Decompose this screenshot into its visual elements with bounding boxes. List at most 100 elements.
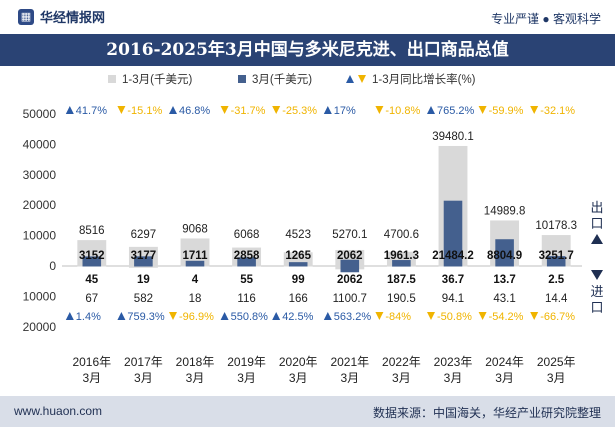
y-tick-label: 40000 bbox=[23, 137, 57, 151]
label-export-cumulative: 10178.3 bbox=[535, 220, 577, 232]
bar-export-month bbox=[185, 260, 205, 266]
footer-source: 数据来源：中国海关，华经产业研究院整理 bbox=[372, 406, 601, 420]
x-tick-label-month: 3月 bbox=[495, 371, 514, 385]
label-export-month: 3251.7 bbox=[539, 250, 574, 262]
label-export-growth: 765.2% bbox=[437, 105, 475, 117]
x-tick-label-year: 2019年 bbox=[227, 355, 266, 369]
growth-down-arrow-icon bbox=[375, 106, 384, 114]
label-import-month: 99 bbox=[292, 274, 305, 286]
bar-import-month bbox=[546, 266, 566, 267]
label-import-growth: -50.8% bbox=[437, 311, 472, 323]
logo-icon: ▦ bbox=[18, 8, 34, 25]
side-label-export-char: 口 bbox=[590, 216, 603, 231]
label-export-cumulative: 6297 bbox=[131, 229, 157, 241]
growth-down-arrow-icon bbox=[427, 312, 435, 320]
legend-swatch-cumulative bbox=[108, 75, 116, 83]
label-import-growth: -96.9% bbox=[179, 311, 214, 323]
label-export-month: 2858 bbox=[234, 250, 260, 262]
bar-import-month bbox=[185, 266, 205, 267]
growth-down-arrow-icon bbox=[169, 312, 177, 320]
legend-label-cumulative: 1-3月(千美元) bbox=[122, 72, 192, 86]
label-export-month: 2062 bbox=[337, 250, 363, 262]
import-down-arrow-icon bbox=[591, 270, 603, 280]
label-import-month: 4 bbox=[192, 274, 199, 286]
label-import-cumulative: 582 bbox=[134, 293, 153, 305]
x-tick-label-month: 3月 bbox=[237, 371, 256, 385]
legend-label-month: 3月(千美元) bbox=[252, 72, 312, 86]
label-import-cumulative: 190.5 bbox=[387, 293, 416, 305]
label-export-month: 1265 bbox=[285, 250, 311, 262]
label-import-month: 13.7 bbox=[493, 274, 515, 286]
label-export-month: 21484.2 bbox=[432, 250, 474, 262]
label-import-growth: 1.4% bbox=[76, 311, 101, 323]
label-export-cumulative: 4523 bbox=[285, 229, 311, 241]
x-tick-label-month: 3月 bbox=[186, 371, 205, 385]
y-tick-label: 0 bbox=[49, 259, 56, 273]
y-tick-label: 50000 bbox=[23, 107, 57, 121]
label-export-growth: -15.1% bbox=[127, 105, 162, 117]
x-tick-label-month: 3月 bbox=[392, 371, 411, 385]
label-import-growth: 42.5% bbox=[282, 311, 313, 323]
growth-down-arrow-icon bbox=[375, 312, 384, 320]
bar-export-month bbox=[495, 239, 514, 266]
growth-down-arrow-icon bbox=[530, 312, 539, 320]
bar-import-cumulative bbox=[128, 266, 158, 268]
label-export-growth: -31.7% bbox=[231, 105, 266, 117]
growth-up-arrow-icon bbox=[323, 312, 332, 320]
growth-up-arrow-icon bbox=[169, 106, 177, 114]
label-export-growth: -10.8% bbox=[385, 105, 420, 117]
bar-import-month bbox=[237, 266, 256, 267]
label-import-growth: 550.8% bbox=[231, 311, 269, 323]
footer-url[interactable]: www.huaon.com bbox=[14, 404, 103, 418]
label-import-month: 45 bbox=[85, 274, 98, 286]
growth-down-arrow-icon bbox=[117, 106, 126, 114]
label-export-cumulative: 4700.6 bbox=[384, 229, 419, 241]
label-import-month: 187.5 bbox=[387, 274, 416, 286]
label-import-growth: -84% bbox=[385, 311, 411, 323]
y-tick-label: 20000 bbox=[23, 320, 57, 334]
footer: www.huaon.com 数据来源：中国海关，华经产业研究院整理 bbox=[0, 396, 615, 427]
label-import-growth: 759.3% bbox=[127, 311, 165, 323]
side-label-import-char: 进 bbox=[590, 284, 603, 299]
bar-export-month bbox=[546, 256, 566, 266]
growth-up-arrow-icon bbox=[220, 312, 229, 320]
label-import-month: 55 bbox=[240, 274, 253, 286]
label-export-month: 8804.9 bbox=[487, 250, 522, 262]
x-tick-label-year: 2020年 bbox=[279, 355, 318, 369]
y-tick-label: 30000 bbox=[23, 168, 57, 182]
x-tick-label-year: 2024年 bbox=[485, 355, 524, 369]
label-import-cumulative: 1100.7 bbox=[333, 293, 367, 305]
label-export-cumulative: 14989.8 bbox=[484, 205, 526, 217]
bar-import-month bbox=[340, 266, 360, 273]
legend-label-growth: 1-3月同比增长率(%) bbox=[372, 72, 476, 86]
growth-up-arrow-icon bbox=[65, 312, 74, 320]
bar-export-month bbox=[340, 259, 360, 266]
label-export-month: 1961.3 bbox=[384, 250, 419, 262]
x-tick-label-year: 2016年 bbox=[72, 355, 111, 369]
bar-import-month bbox=[495, 266, 514, 267]
growth-down-arrow-icon bbox=[530, 106, 539, 114]
label-export-growth: -25.3% bbox=[282, 105, 317, 117]
label-import-month: 2062 bbox=[337, 274, 363, 286]
label-export-cumulative: 5270.1 bbox=[332, 229, 367, 241]
chart-title: 2016-2025年3月中国与多米尼克进、出口商品总值 bbox=[0, 34, 615, 66]
legend-arrow-up-icon bbox=[346, 75, 354, 83]
label-export-growth: 46.8% bbox=[179, 105, 210, 117]
y-tick-label: 10000 bbox=[23, 289, 57, 303]
label-import-cumulative: 67 bbox=[85, 293, 98, 305]
bar-import-month bbox=[392, 266, 411, 267]
chart: 1-3月(千美元) 3月(千美元) 1-3月同比增长率(%) 50000 40000 30… bbox=[23, 72, 604, 385]
x-tick-label-month: 3月 bbox=[289, 371, 308, 385]
label-export-month: 3152 bbox=[79, 250, 105, 262]
bar-export-month bbox=[82, 256, 102, 266]
bar-import-month bbox=[82, 266, 102, 267]
y-tick-label: 10000 bbox=[23, 229, 57, 243]
label-import-cumulative: 116 bbox=[237, 293, 255, 305]
bar-export-month bbox=[443, 200, 463, 266]
legend-arrow-down-icon bbox=[358, 75, 366, 83]
x-tick-label-month: 3月 bbox=[547, 371, 566, 385]
growth-down-arrow-icon bbox=[478, 106, 487, 114]
x-tick-label-month: 3月 bbox=[340, 371, 359, 385]
label-export-cumulative: 8516 bbox=[79, 225, 105, 237]
